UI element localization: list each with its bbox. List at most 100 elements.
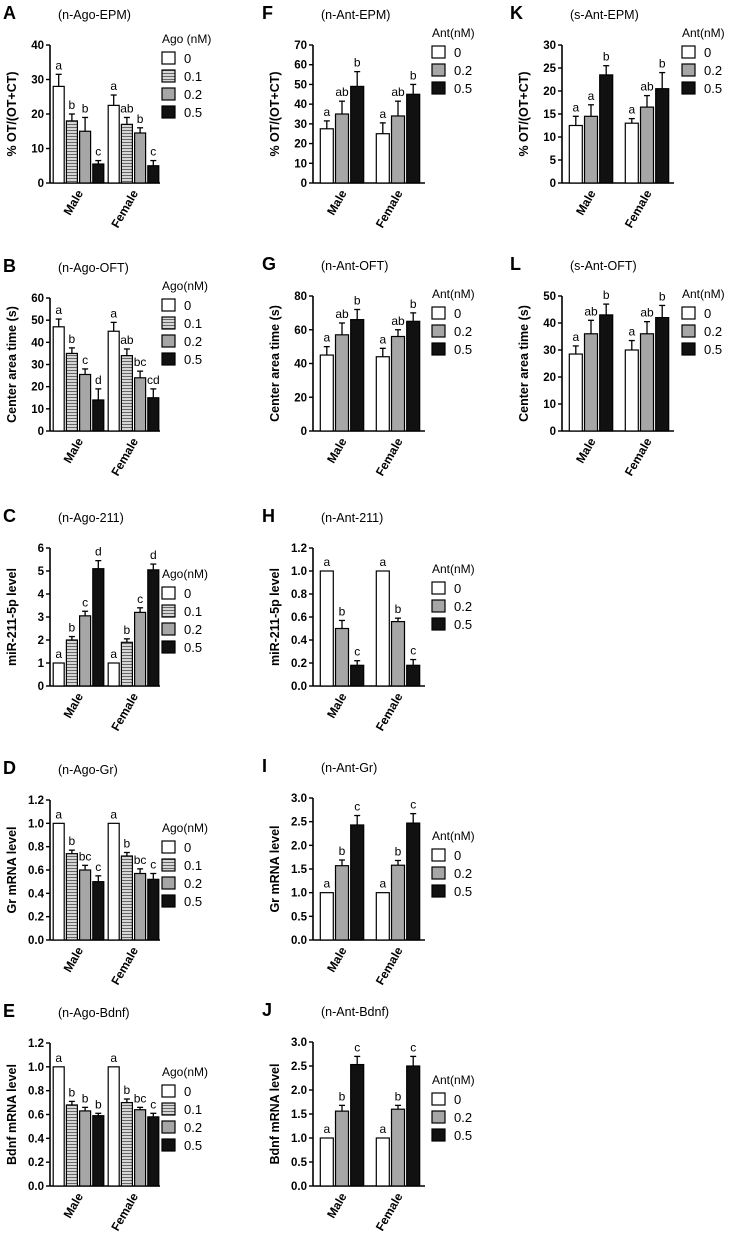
y-tick-label: 1.2 xyxy=(291,543,307,555)
y-tick-label: 1.2 xyxy=(28,1038,44,1050)
significance-label: d xyxy=(95,545,102,559)
y-tick-label: 70 xyxy=(294,40,307,52)
legend-label: 0 xyxy=(184,298,191,313)
significance-label: bc xyxy=(79,849,92,863)
x-tick-label: Male xyxy=(61,690,87,720)
legend-swatch xyxy=(161,1138,176,1152)
legend-title: Ago(nM) xyxy=(162,567,208,581)
panel-title: (n-Ago-Gr) xyxy=(58,763,118,777)
panel-title: (s-Ant-OFT) xyxy=(570,259,637,273)
legend-swatch xyxy=(681,324,696,338)
y-tick-label: 20 xyxy=(31,382,44,394)
legend-swatch xyxy=(431,1092,446,1106)
legend-swatch xyxy=(161,858,176,872)
bar xyxy=(92,881,105,941)
y-tick-label: 3.0 xyxy=(291,793,307,805)
y-tick-label: 0.2 xyxy=(291,658,307,670)
legend-swatch xyxy=(161,316,176,330)
bar xyxy=(406,664,421,687)
legend-swatch xyxy=(431,617,446,631)
legend-label: 0 xyxy=(454,45,461,60)
bar xyxy=(52,326,65,432)
panel-title: (n-Ago-EPM) xyxy=(58,8,131,22)
y-tick-label: 30 xyxy=(31,75,44,87)
panel-h: H (n-Ant-211) 0.0 0.2 0.4 0.6 0.8 1.0 1.2 miR-211… xyxy=(262,506,475,733)
bar xyxy=(107,1066,120,1187)
significance-label: b xyxy=(603,50,610,64)
panel-l: L (s-Ant-OFT) 0 10 20 30 40 50 Center area time … xyxy=(510,254,725,478)
y-tick-label: 3 xyxy=(38,612,44,624)
significance-label: ab xyxy=(335,307,349,321)
legend-label: 0.2 xyxy=(704,63,722,78)
legend-label: 0.5 xyxy=(184,894,202,909)
significance-label: ab xyxy=(335,85,349,99)
significance-label: bc xyxy=(134,355,147,369)
significance-label: b xyxy=(82,1091,89,1105)
panel-letter: H xyxy=(262,506,275,526)
y-tick-label: 0.2 xyxy=(28,912,44,924)
bar xyxy=(92,399,105,432)
significance-label: a xyxy=(379,555,386,569)
legend-swatch xyxy=(161,87,176,101)
y-tick-label: 5 xyxy=(38,566,45,578)
panel-letter: K xyxy=(510,3,523,23)
bar xyxy=(107,330,120,432)
bar xyxy=(134,377,147,432)
legend-swatch xyxy=(431,1128,446,1142)
legend-swatch xyxy=(431,599,446,613)
legend-label: 0 xyxy=(184,840,191,855)
significance-label: b xyxy=(659,289,666,303)
x-tick-label: Female xyxy=(373,690,406,733)
significance-label: b xyxy=(395,844,402,858)
legend-swatch xyxy=(161,604,176,618)
y-tick-label: 0 xyxy=(550,426,556,438)
bar xyxy=(350,85,365,184)
legend-label: 0 xyxy=(184,1084,191,1099)
bar xyxy=(52,822,65,941)
legend-swatch xyxy=(161,586,176,600)
legend-label: 0.5 xyxy=(454,617,472,632)
panel-title: (n-Ant-EPM) xyxy=(321,8,390,22)
panel-j: J (n-Ant-Bdnf) 0.0 0.5 1.0 1.5 2.0 2.5 3.0 Bdnf m… xyxy=(262,1000,475,1233)
y-tick-label: 40 xyxy=(31,337,44,349)
x-tick-label: Female xyxy=(373,435,406,478)
legend-label: 0.5 xyxy=(454,342,472,357)
bar xyxy=(319,892,334,941)
significance-label: c xyxy=(410,1040,416,1054)
bar xyxy=(639,106,655,184)
significance-label: b xyxy=(82,101,89,115)
panel-title: (n-Ago-OFT) xyxy=(58,261,129,275)
significance-label: bc xyxy=(134,853,147,867)
y-tick-label: 40 xyxy=(294,359,307,371)
bar xyxy=(334,113,350,184)
y-tick-label: 3.0 xyxy=(291,1037,307,1049)
y-tick-label: 2 xyxy=(38,635,44,647)
legend-label: 0 xyxy=(454,306,461,321)
panel-letter: A xyxy=(3,3,16,23)
legend-swatch xyxy=(681,63,696,77)
significance-label: c xyxy=(95,860,101,874)
significance-label: a xyxy=(628,325,635,339)
y-tick-label: 25 xyxy=(543,63,556,75)
significance-label: ab xyxy=(120,101,134,115)
legend-label: 0.2 xyxy=(454,324,472,339)
legend-swatch xyxy=(161,1120,176,1134)
legend-label: 0.5 xyxy=(454,884,472,899)
legend-swatch xyxy=(161,622,176,636)
y-tick-label: 0.0 xyxy=(291,935,307,947)
x-tick-label: Female xyxy=(373,944,406,987)
bar xyxy=(375,892,390,941)
significance-label: a xyxy=(55,58,62,72)
legend-label: 0 xyxy=(704,306,711,321)
y-tick-label: 1.0 xyxy=(291,566,307,578)
significance-label: b xyxy=(137,112,144,126)
y-tick-label: 0.6 xyxy=(28,1110,44,1122)
bar xyxy=(334,334,350,432)
legend-title: Ago(nM) xyxy=(162,1065,208,1079)
y-tick-label: 0.6 xyxy=(28,865,44,877)
significance-label: ab xyxy=(640,306,654,320)
significance-label: a xyxy=(572,330,579,344)
y-tick-label: 20 xyxy=(294,392,307,404)
y-tick-label: 0.5 xyxy=(291,1157,308,1169)
